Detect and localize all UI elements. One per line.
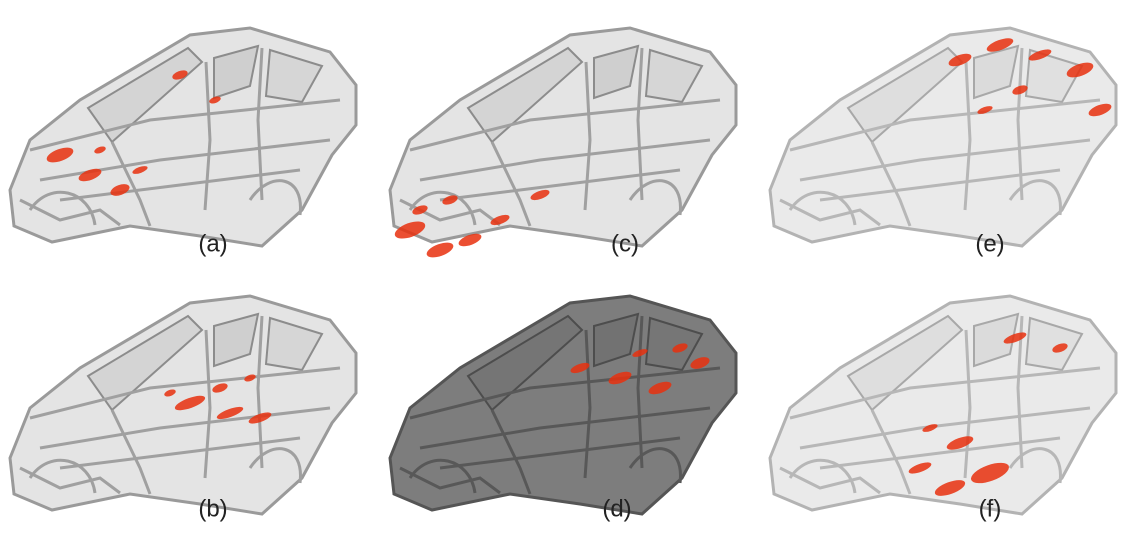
car-panel [390,296,736,514]
panel-label: (a) [198,230,227,257]
car-body [390,28,736,246]
panel-label: (e) [975,230,1004,257]
stress-region [425,240,455,261]
panel-label: (d) [602,495,631,522]
figure: (a) (b) (c) (d) (e) (f) [0,0,1144,541]
car-panel [10,28,356,246]
car-panel [390,28,736,260]
car-body [390,296,736,514]
car-body [770,296,1116,514]
car-body [770,28,1116,246]
car-panel [770,28,1116,246]
panel-label: (f) [979,495,1002,522]
car-panel [770,296,1116,514]
panel-label: (b) [198,495,227,522]
panels [10,28,1116,514]
car-body [10,28,356,246]
panel-label: (c) [611,230,639,257]
car-panel [10,296,356,514]
